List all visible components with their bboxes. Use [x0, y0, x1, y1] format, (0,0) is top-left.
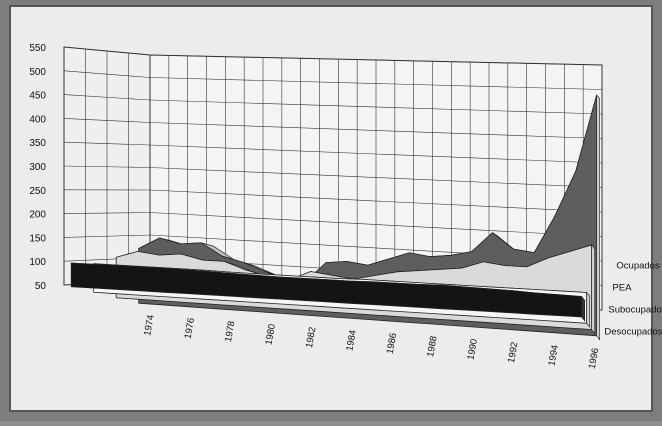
- y-tick-label: 550: [29, 43, 46, 54]
- ribbon-end-face: [587, 293, 590, 328]
- series-label: Desocupados: [604, 327, 662, 338]
- y-tick-label: 200: [29, 210, 46, 221]
- y-tick-label: 250: [29, 186, 46, 197]
- y-tick-label: 150: [29, 233, 46, 244]
- series-label: PEA: [612, 283, 632, 294]
- y-tick-label: 100: [29, 257, 46, 268]
- ribbon-end-face: [582, 297, 585, 321]
- series-label: Subocupados: [608, 305, 662, 316]
- ribbon-end-face: [592, 245, 595, 333]
- y-tick-label: 400: [29, 114, 46, 125]
- y-tick-label: 350: [29, 138, 46, 149]
- ribbon-end-face: [597, 95, 600, 340]
- y-tick-label: 50: [35, 281, 47, 292]
- y-tick-label: 500: [29, 67, 46, 78]
- y-tick-label: 300: [29, 162, 46, 173]
- y-tick-label: 450: [29, 91, 46, 102]
- series-label: Ocupados: [616, 261, 660, 272]
